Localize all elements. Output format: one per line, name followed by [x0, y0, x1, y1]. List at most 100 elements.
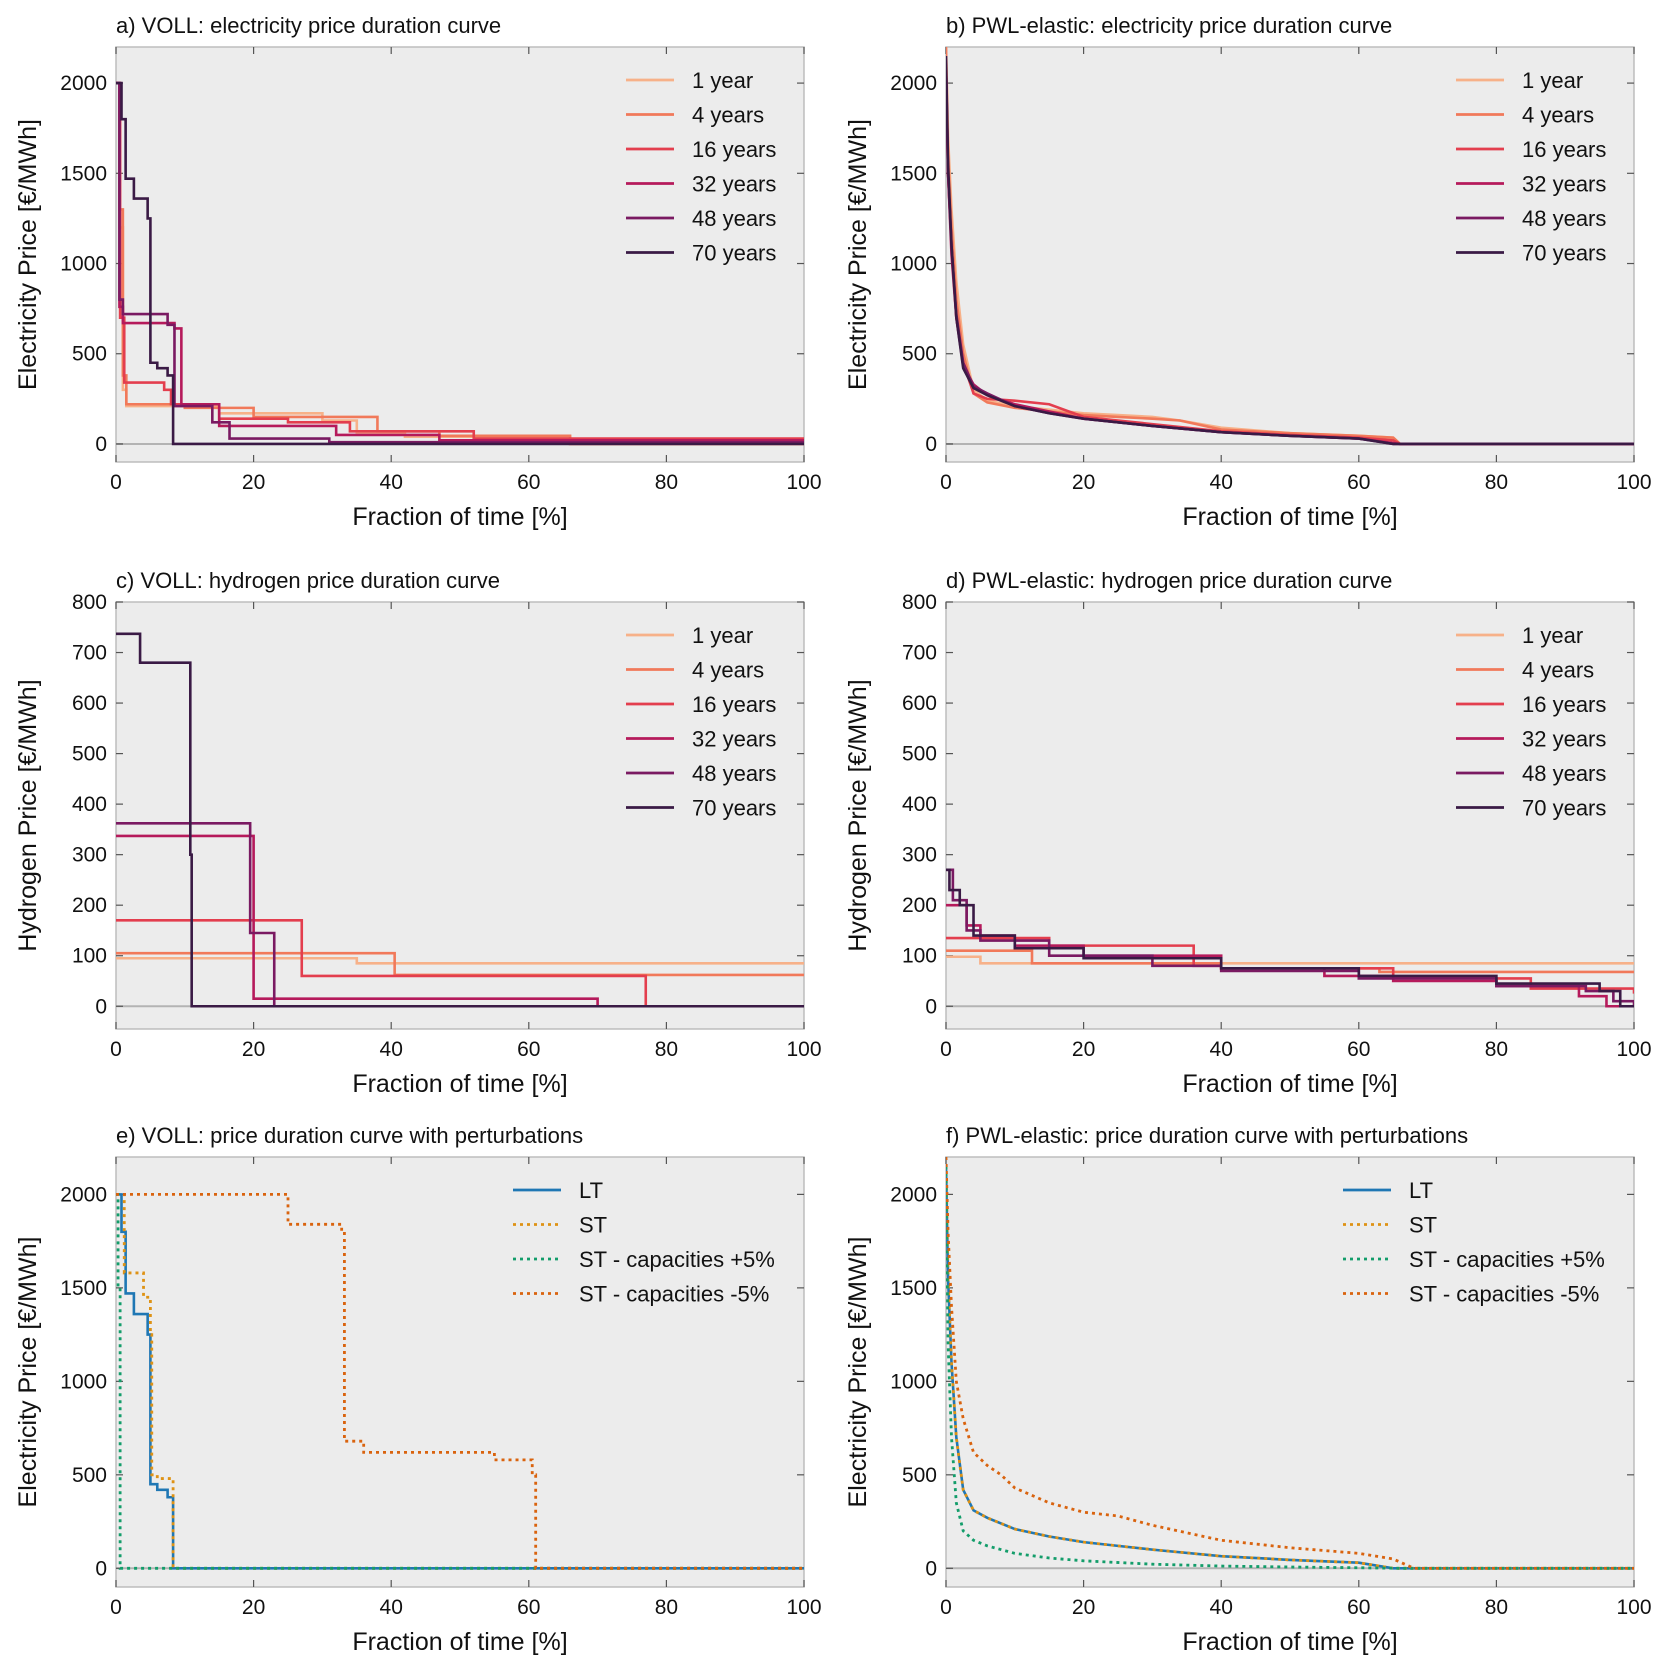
- x-axis-label: Fraction of time [%]: [1182, 1070, 1397, 1098]
- series-group: [946, 47, 1634, 446]
- y-tick-label: 500: [902, 343, 937, 366]
- series-group: [946, 868, 1634, 1008]
- y-axis-label: Electricity Price [€/MWh]: [14, 119, 42, 390]
- y-tick-label: 0: [925, 995, 937, 1018]
- series-line-70-years: [946, 868, 1634, 1008]
- y-tick-label: 1000: [890, 253, 937, 276]
- y-tick-label: 0: [925, 1557, 937, 1580]
- series-line-70-years: [116, 81, 804, 446]
- y-tick-label: 2000: [890, 72, 937, 95]
- legend: 1 year 4 years 16 years 32 years 48 years 70 …: [1456, 623, 1606, 821]
- x-tick-label: 0: [940, 471, 952, 494]
- x-tick-label: 20: [1072, 1038, 1095, 1061]
- y-tick-label: 1500: [60, 1277, 107, 1300]
- x-tick-label: 40: [380, 1596, 403, 1619]
- legend-label: 48 years: [1522, 206, 1606, 231]
- y-tick-label: 0: [95, 995, 107, 1018]
- legend-label: 32 years: [1522, 172, 1606, 197]
- y-tick-label: 1500: [890, 1277, 937, 1300]
- y-tick-label: 300: [72, 844, 107, 867]
- x-tick-label: 20: [242, 471, 265, 494]
- x-tick-label: 40: [380, 1038, 403, 1061]
- legend: 1 year 4 years 16 years 32 years 48 years 70 …: [626, 623, 776, 821]
- legend-label: 1 year: [692, 68, 753, 93]
- plot-area: [115, 46, 805, 463]
- series-group: [116, 1192, 804, 1570]
- legend-label: 4 years: [692, 103, 764, 128]
- x-tick-label: 0: [110, 471, 122, 494]
- x-tick-label: 80: [1485, 1038, 1508, 1061]
- panel-e: e) VOLL: price duration curve with pertu…: [14, 1123, 822, 1656]
- x-tick-label: 40: [1210, 471, 1233, 494]
- x-axis-label: Fraction of time [%]: [352, 503, 567, 531]
- legend-label: 1 year: [1522, 68, 1583, 93]
- y-tick-label: 400: [72, 793, 107, 816]
- series-line-1-year: [116, 956, 804, 965]
- y-tick-label: 1000: [60, 1370, 107, 1393]
- plot-area: [945, 46, 1635, 463]
- legend-label: 70 years: [1522, 241, 1606, 266]
- legend-label: 70 years: [692, 796, 776, 821]
- panel-title: e) VOLL: price duration curve with pertu…: [116, 1123, 583, 1148]
- y-tick-label: 700: [902, 642, 937, 665]
- panel-b: b) PWL-elastic: electricity price durati…: [844, 13, 1652, 531]
- x-tick-label: 60: [517, 1038, 540, 1061]
- series-line-st: [116, 1192, 804, 1570]
- x-tick-label: 60: [1347, 1596, 1370, 1619]
- x-tick-label: 100: [1616, 471, 1651, 494]
- panel-c: c) VOLL: hydrogen price duration curve 0 2…: [14, 568, 822, 1098]
- legend-label: 1 year: [1522, 623, 1583, 648]
- y-axis-label: Hydrogen Price [€/MWh]: [844, 679, 872, 951]
- legend-label: 70 years: [1522, 796, 1606, 821]
- series-line-st-capacities-5-: [946, 1157, 1634, 1570]
- y-tick-label: 500: [72, 343, 107, 366]
- legend-label: ST: [579, 1213, 607, 1238]
- legend-label: 16 years: [1522, 137, 1606, 162]
- y-tick-label: 600: [902, 692, 937, 715]
- panel-a: a) VOLL: electricity price duration curv…: [14, 13, 822, 531]
- x-tick-label: 20: [242, 1038, 265, 1061]
- x-tick-label: 40: [380, 471, 403, 494]
- y-tick-label: 100: [72, 945, 107, 968]
- y-tick-label: 1500: [890, 162, 937, 185]
- x-tick-label: 20: [1072, 471, 1095, 494]
- legend-label: 4 years: [1522, 103, 1594, 128]
- x-tick-label: 100: [786, 471, 821, 494]
- series-line-lt: [116, 1193, 804, 1570]
- y-tick-label: 800: [72, 591, 107, 614]
- series-line-st: [946, 1166, 1634, 1570]
- y-tick-label: 500: [902, 1464, 937, 1487]
- legend-label: LT: [579, 1178, 603, 1203]
- legend: 1 year 4 years 16 years 32 years 48 years 70 …: [1456, 68, 1606, 266]
- legend: 1 year 4 years 16 years 32 years 48 years 70 …: [626, 68, 776, 266]
- panel-f: f) PWL-elastic: price duration curve wit…: [844, 1123, 1652, 1656]
- legend-label: ST - capacities -5%: [579, 1282, 769, 1307]
- y-tick-label: 1000: [890, 1370, 937, 1393]
- legend-label: 16 years: [1522, 692, 1606, 717]
- legend-label: 48 years: [1522, 761, 1606, 786]
- y-tick-label: 500: [72, 1464, 107, 1487]
- legend-label: 32 years: [692, 727, 776, 752]
- plot-area: [945, 601, 1635, 1030]
- y-tick-label: 2000: [890, 1183, 937, 1206]
- legend: LT ST ST - capacities +5% ST - capacities -…: [1343, 1178, 1605, 1307]
- plot-area: [115, 1156, 805, 1588]
- y-tick-label: 800: [902, 591, 937, 614]
- x-axis-label: Fraction of time [%]: [1182, 503, 1397, 531]
- y-tick-label: 200: [72, 894, 107, 917]
- plot-area: [945, 1156, 1635, 1588]
- y-tick-label: 700: [72, 642, 107, 665]
- legend-label: ST - capacities +5%: [1409, 1247, 1605, 1272]
- x-axis-label: Fraction of time [%]: [1182, 1628, 1397, 1656]
- legend: LT ST ST - capacities +5% ST - capacities -…: [513, 1178, 775, 1307]
- x-tick-label: 60: [517, 1596, 540, 1619]
- y-tick-label: 1000: [60, 253, 107, 276]
- x-tick-label: 0: [940, 1038, 952, 1061]
- legend-label: ST - capacities -5%: [1409, 1282, 1599, 1307]
- x-tick-label: 60: [1347, 1038, 1370, 1061]
- y-tick-label: 300: [902, 844, 937, 867]
- y-tick-label: 0: [925, 433, 937, 456]
- series-line-1-year: [946, 955, 1634, 965]
- series-group: [946, 1157, 1634, 1570]
